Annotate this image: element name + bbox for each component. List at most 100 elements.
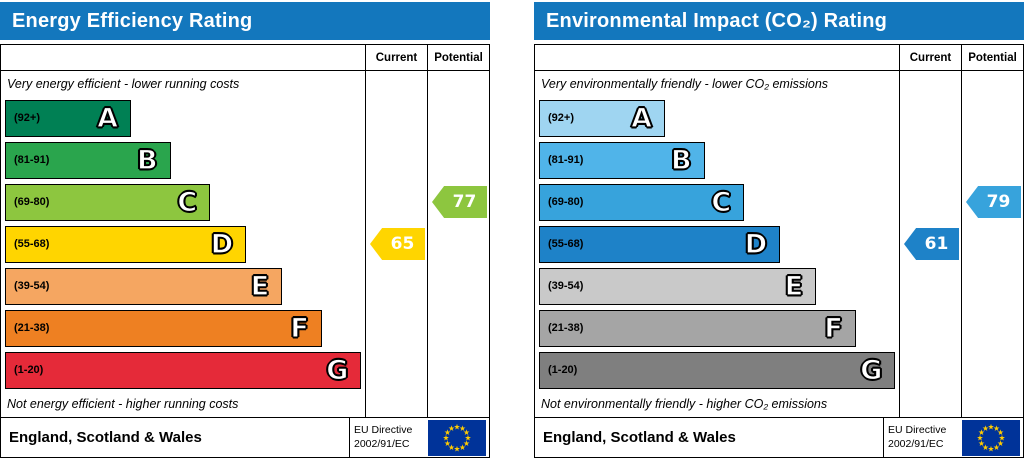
band-row-f: (21-38) F [1, 307, 365, 349]
eu-directive-line2: 2002/91/EC [888, 437, 944, 450]
environmental-impact-chart: Environmental Impact (CO₂) Rating Curren… [534, 2, 1024, 458]
band-row-a: (92+) A [1, 97, 365, 139]
band-row-f: (21-38) F [535, 307, 899, 349]
band-bar-e: (39-54) E [539, 267, 817, 305]
potential-rating-tag: 77 [432, 186, 487, 218]
current-column-header: Current [899, 45, 961, 70]
bottom-note: Not environmentally friendly - higher CO… [541, 397, 828, 411]
energy-efficiency-chart: Energy Efficiency Rating Current Potenti… [0, 2, 490, 458]
bands-area: Very energy efficient - lower running co… [1, 71, 365, 417]
band-bar-f: (21-38) F [5, 309, 322, 347]
band-letter: C [711, 186, 732, 218]
band-range-label: (39-54) [548, 280, 584, 292]
band-bar-g: (1-20) G [5, 351, 362, 389]
band-bar-a: (92+) A [5, 99, 131, 137]
chart-title: Environmental Impact (CO₂) Rating [546, 9, 888, 32]
band-row-b: (81-91) B [1, 139, 365, 181]
band-letter: C [177, 186, 198, 218]
band-bar-e: (39-54) E [5, 267, 283, 305]
band-range-label: (81-91) [548, 154, 584, 166]
chart-title-bar: Environmental Impact (CO₂) Rating [534, 2, 1024, 40]
band-letter: A [96, 102, 118, 134]
eu-directive-label: EU Directive 2002/91/EC [349, 418, 425, 457]
band-row-c: (69-80) C [1, 181, 365, 223]
eu-flag-icon [425, 418, 489, 457]
band-range-label: (21-38) [14, 322, 50, 334]
table-footer: England, Scotland & Wales EU Directive 2… [1, 417, 489, 457]
band-row-e: (39-54) E [1, 265, 365, 307]
potential-column-header: Potential [961, 45, 1023, 70]
column-header-row: Current Potential [1, 45, 489, 71]
band-list: (92+) A (81-91) B (69-80) C (55-68) D (39-54) E (2… [1, 97, 365, 391]
eu-directive-line1: EU Directive [354, 423, 413, 436]
band-letter: E [250, 270, 270, 302]
band-range-label: (69-80) [14, 196, 50, 208]
band-letter: B [136, 144, 158, 176]
bottom-note: Not energy efficient - higher running co… [7, 397, 239, 411]
band-range-label: (21-38) [548, 322, 584, 334]
current-column-header: Current [365, 45, 427, 70]
current-rating-tag: 65 [370, 228, 425, 260]
band-range-label: (55-68) [548, 238, 584, 250]
band-bar-b: (81-91) B [539, 141, 705, 179]
bands-area: Very environmentally friendly - lower CO… [535, 71, 899, 417]
header-spacer [1, 45, 365, 70]
band-range-label: (1-20) [14, 364, 44, 376]
eu-directive-line2: 2002/91/EC [354, 437, 410, 450]
potential-value-column: 77 [427, 71, 489, 417]
band-row-d: (55-68) D [535, 223, 899, 265]
band-row-g: (1-20) G [535, 349, 899, 391]
band-letter: D [210, 228, 234, 260]
rating-body: Very energy efficient - lower running co… [1, 71, 489, 417]
chart-title-bar: Energy Efficiency Rating [0, 2, 490, 40]
region-label: England, Scotland & Wales [9, 429, 202, 446]
current-value-column: 61 [899, 71, 961, 417]
band-bar-f: (21-38) F [539, 309, 856, 347]
band-letter: E [784, 270, 804, 302]
band-bar-g: (1-20) G [539, 351, 896, 389]
eu-directive-line1: EU Directive [888, 423, 947, 436]
band-range-label: (81-91) [14, 154, 50, 166]
rating-table: Current Potential Very environmentally f… [534, 44, 1024, 458]
band-bar-d: (55-68) D [539, 225, 781, 263]
eu-flag-icon [959, 418, 1023, 457]
band-range-label: (1-20) [548, 364, 578, 376]
band-letter: A [630, 102, 652, 134]
top-note: Very energy efficient - lower running co… [7, 77, 240, 91]
band-range-label: (92+) [548, 112, 574, 124]
band-row-g: (1-20) G [1, 349, 365, 391]
band-range-label: (69-80) [548, 196, 584, 208]
band-letter: G [860, 354, 883, 386]
band-bar-b: (81-91) B [5, 141, 171, 179]
potential-value-column: 79 [961, 71, 1023, 417]
band-range-label: (92+) [14, 112, 40, 124]
current-value-column: 65 [365, 71, 427, 417]
rating-body: Very environmentally friendly - lower CO… [535, 71, 1023, 417]
top-note: Very environmentally friendly - lower CO… [541, 77, 829, 91]
band-row-a: (92+) A [535, 97, 899, 139]
eu-directive-label: EU Directive 2002/91/EC [883, 418, 959, 457]
band-bar-c: (69-80) C [5, 183, 211, 221]
potential-column-header: Potential [427, 45, 489, 70]
column-header-row: Current Potential [535, 45, 1023, 71]
band-row-d: (55-68) D [1, 223, 365, 265]
rating-table: Current Potential Very energy efficient … [0, 44, 490, 458]
band-bar-a: (92+) A [539, 99, 665, 137]
band-row-b: (81-91) B [535, 139, 899, 181]
band-row-c: (69-80) C [535, 181, 899, 223]
header-spacer [535, 45, 899, 70]
band-range-label: (39-54) [14, 280, 50, 292]
potential-rating-tag: 79 [966, 186, 1021, 218]
band-letter: D [744, 228, 768, 260]
band-bar-c: (69-80) C [539, 183, 745, 221]
band-row-e: (39-54) E [535, 265, 899, 307]
table-footer: England, Scotland & Wales EU Directive 2… [535, 417, 1023, 457]
band-letter: F [824, 312, 844, 344]
band-bar-d: (55-68) D [5, 225, 247, 263]
band-letter: G [326, 354, 349, 386]
band-range-label: (55-68) [14, 238, 50, 250]
region-label: England, Scotland & Wales [543, 429, 736, 446]
chart-title: Energy Efficiency Rating [12, 9, 253, 32]
band-list: (92+) A (81-91) B (69-80) C (55-68) D (39-54) E (2… [535, 97, 899, 391]
